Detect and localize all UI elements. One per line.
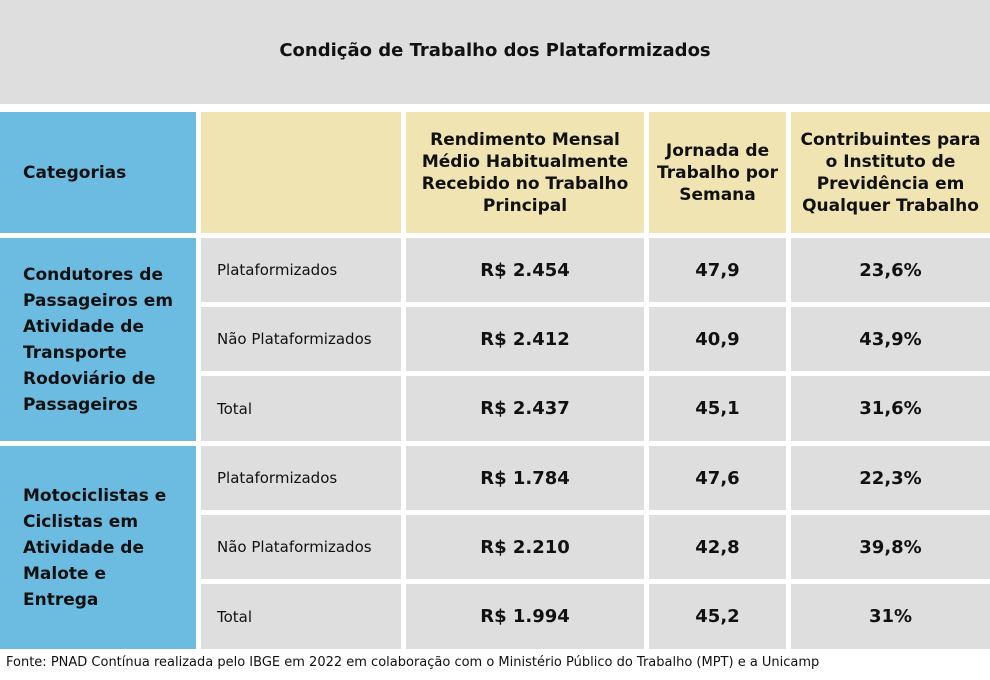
source-footnote: Fonte: PNAD Contínua realizada pelo IBGE… <box>6 655 820 670</box>
cell-contribuintes: 23,6% <box>791 238 990 302</box>
header-categorias: Categorias <box>0 112 196 233</box>
cell-rendimento: R$ 2.437 <box>406 376 644 441</box>
cell-jornada: 47,9 <box>649 238 786 302</box>
header-contribuintes: Contribuintes para o Instituto de Previd… <box>791 112 990 233</box>
cell-jornada: 45,2 <box>649 584 786 649</box>
group-label-condutores: Condutores de Passageiros em Atividade d… <box>0 238 196 441</box>
row-label: Plataformizados <box>201 238 401 302</box>
cell-jornada: 45,1 <box>649 376 786 441</box>
table-title: Condição de Trabalho dos Plataformizados <box>279 39 711 61</box>
cell-rendimento: R$ 2.210 <box>406 515 644 579</box>
cell-rendimento: R$ 1.994 <box>406 584 644 649</box>
row-label: Total <box>201 376 401 441</box>
cell-contribuintes: 31,6% <box>791 376 990 441</box>
row-label: Não Plataformizados <box>201 515 401 579</box>
row-label: Plataformizados <box>201 446 401 510</box>
cell-jornada: 42,8 <box>649 515 786 579</box>
header-rendimento: Rendimento Mensal Médio Habitualmente Re… <box>406 112 644 233</box>
cell-contribuintes: 31% <box>791 584 990 649</box>
row-label: Não Plataformizados <box>201 307 401 371</box>
header-blank <box>201 112 401 233</box>
cell-jornada: 40,9 <box>649 307 786 371</box>
header-jornada: Jornada de Trabalho por Semana <box>649 112 786 233</box>
cell-contribuintes: 22,3% <box>791 446 990 510</box>
row-label: Total <box>201 584 401 649</box>
cell-rendimento: R$ 1.784 <box>406 446 644 510</box>
cell-contribuintes: 43,9% <box>791 307 990 371</box>
cell-rendimento: R$ 2.412 <box>406 307 644 371</box>
group-label-motociclistas: Motociclistas e Ciclistas em Atividade d… <box>0 446 196 649</box>
cell-contribuintes: 39,8% <box>791 515 990 579</box>
cell-rendimento: R$ 2.454 <box>406 238 644 302</box>
table-title-bar: Condição de Trabalho dos Plataformizados <box>0 0 990 104</box>
cell-jornada: 47,6 <box>649 446 786 510</box>
